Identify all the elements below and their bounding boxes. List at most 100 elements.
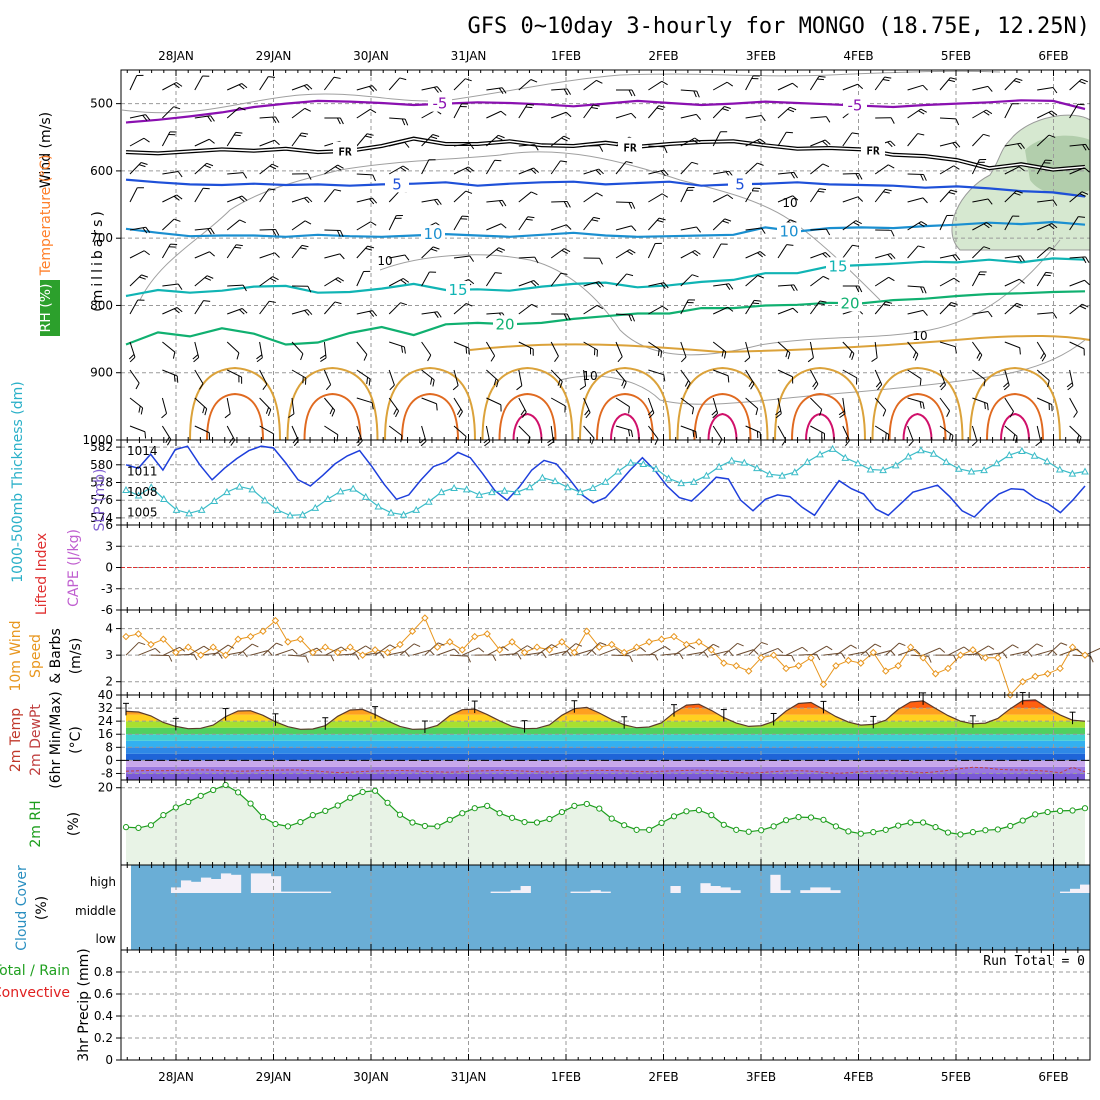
isotherm-label-bg <box>428 94 452 112</box>
wind-barb <box>777 195 799 203</box>
wind-barb <box>1084 647 1100 656</box>
wind-barb <box>300 647 323 656</box>
rh-point <box>770 823 777 830</box>
slp-point <box>677 479 686 487</box>
isotherm-label: 5 <box>735 175 745 193</box>
wind-barb <box>648 341 663 358</box>
wind-barb <box>615 273 634 287</box>
wind-barb <box>680 226 701 233</box>
slp-point <box>929 449 938 457</box>
rh-point <box>496 810 503 817</box>
wind-barb <box>356 173 376 182</box>
wind-barb <box>907 309 928 316</box>
wind-barb <box>550 272 568 287</box>
wind-barb <box>194 275 214 287</box>
isotherm-5 <box>125 178 1086 198</box>
wind-barb <box>997 644 1019 656</box>
wind-barb <box>194 397 208 416</box>
rh-point <box>621 822 628 829</box>
rh-point <box>782 817 790 824</box>
cape-contour-inner <box>610 412 640 441</box>
wind-barb <box>324 164 344 175</box>
wind-barb <box>745 251 766 259</box>
cape-contour-outer <box>676 366 769 441</box>
cloud-high-bar <box>180 880 192 893</box>
wind-speed-point <box>657 635 666 643</box>
wind-barb <box>262 642 283 656</box>
cloud-high-bar <box>200 877 212 893</box>
wind-barb <box>583 216 601 231</box>
slp-point <box>475 490 484 498</box>
wind-barb <box>259 276 279 287</box>
wind-barb <box>129 369 140 390</box>
rh-point <box>633 826 640 833</box>
cloud-high-bar <box>310 891 322 893</box>
wind-barb <box>809 75 826 91</box>
wind-barb <box>842 369 858 385</box>
rh-point <box>508 814 516 821</box>
wind-barb <box>453 397 463 418</box>
wind-barb <box>388 77 407 91</box>
wind-barb <box>250 650 273 656</box>
wind-speed-point <box>396 640 404 649</box>
wind-barb <box>324 277 344 287</box>
slp-point <box>374 502 383 510</box>
wind-barb <box>842 220 862 231</box>
wind-barb <box>237 643 259 656</box>
wind-barb <box>259 397 272 417</box>
isotherm-label: -5 <box>433 95 448 113</box>
wind-barb <box>712 341 727 359</box>
rh-point <box>309 812 316 819</box>
wind-speed-point <box>209 643 217 651</box>
wind-barb <box>809 369 819 390</box>
wind-barb <box>680 299 696 315</box>
wind-speed-point <box>271 616 280 625</box>
rh-point <box>957 831 964 838</box>
slp-point <box>500 486 509 494</box>
wind-speed-point <box>234 635 242 643</box>
wind-speed-point <box>495 646 504 654</box>
wind-speed-point <box>1056 664 1064 673</box>
wind-barb <box>291 84 313 91</box>
cloud-high-bar <box>320 891 332 893</box>
rh-point <box>135 824 142 832</box>
temperature-tick-label: 8 <box>105 740 113 754</box>
slp-point <box>841 453 850 461</box>
wind-barb <box>1069 191 1089 203</box>
cloud-high-bar <box>270 876 282 893</box>
wind-barb <box>680 397 695 415</box>
wind-barb <box>388 425 403 443</box>
wind-barb <box>745 299 761 315</box>
wind-barb <box>636 654 659 661</box>
wind-barb <box>319 341 327 362</box>
slp-point <box>185 509 193 517</box>
wind-barb <box>712 106 731 119</box>
wind-barb <box>288 397 295 419</box>
wind-speed-point <box>172 648 180 657</box>
slp-point <box>601 477 610 485</box>
wind-barb <box>860 643 882 656</box>
wind10m-speed-label: Speed <box>28 634 44 678</box>
wind-speed-point <box>645 638 653 646</box>
wind-barb <box>389 141 410 148</box>
cloud-high-bar <box>210 879 222 893</box>
wind-barb <box>1036 341 1047 362</box>
wind-barb <box>810 163 830 175</box>
wind-tick-label: 3 <box>105 648 113 662</box>
wind-barb <box>907 173 927 181</box>
wind-barb <box>583 145 604 152</box>
wind-barb <box>356 133 374 147</box>
wind-barb <box>291 285 312 293</box>
slp-point <box>488 488 496 496</box>
rh-point <box>745 828 752 835</box>
wind-barb <box>835 644 857 656</box>
wind-barb <box>259 76 276 91</box>
temperature-band <box>126 701 1085 709</box>
wind-barb <box>647 242 662 259</box>
wind-barb <box>518 144 539 151</box>
rh-point <box>994 826 1001 833</box>
wind-barb <box>1037 199 1058 206</box>
temperature-tick-label: -8 <box>101 766 113 780</box>
wind-barb <box>462 647 485 656</box>
wind-barb <box>1069 216 1086 231</box>
